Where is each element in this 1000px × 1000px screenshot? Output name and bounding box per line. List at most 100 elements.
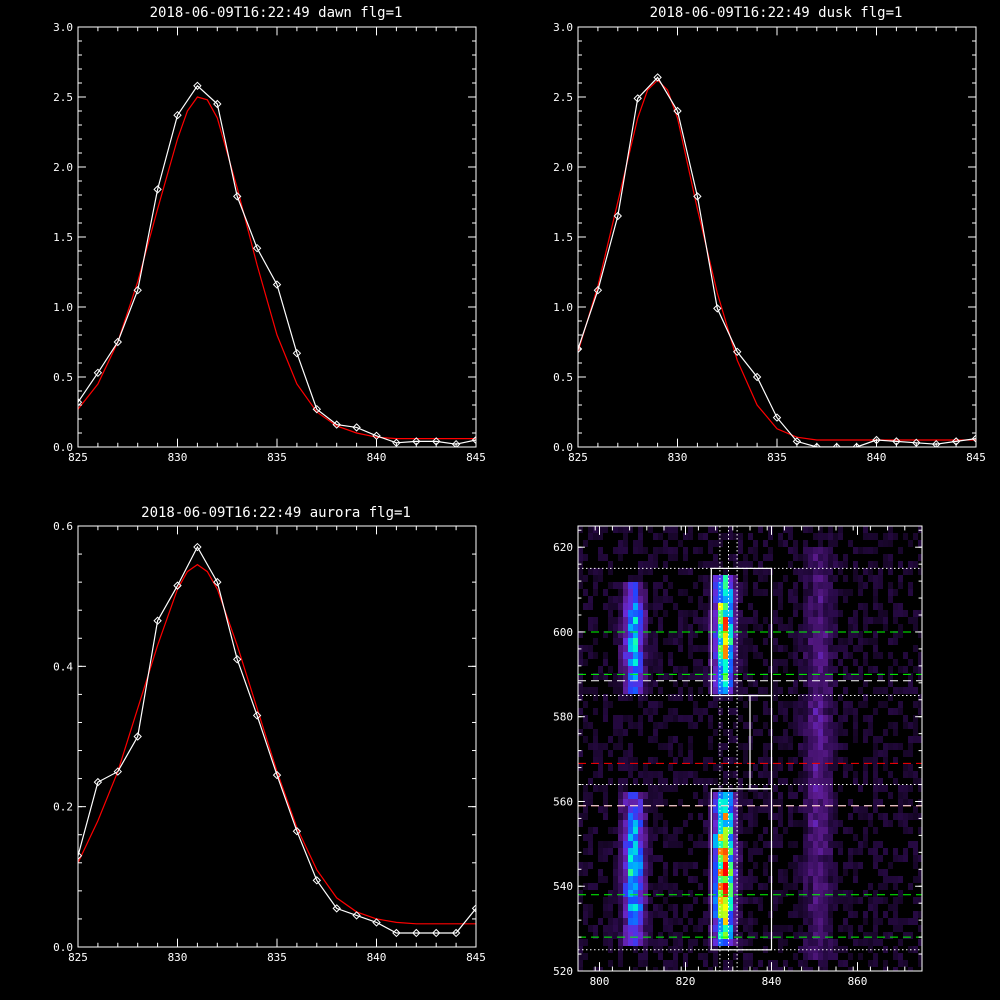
heatmap-cell xyxy=(633,582,638,589)
heatmap-cell xyxy=(868,715,873,722)
data-point xyxy=(633,94,642,103)
heatmap-cell xyxy=(783,715,788,722)
heatmap-cell xyxy=(763,638,768,645)
heatmap-cell xyxy=(623,694,628,701)
heatmap-cell xyxy=(813,876,818,883)
heatmap-cell xyxy=(918,736,922,743)
heatmap-cell xyxy=(653,799,658,806)
heatmap-cell xyxy=(628,813,633,820)
heatmap-cell xyxy=(703,897,708,904)
heatmap-cell xyxy=(673,694,678,701)
heatmap-cell xyxy=(803,771,808,778)
heatmap-cell xyxy=(808,645,813,652)
heatmap-cell xyxy=(728,533,733,540)
heatmap-cell xyxy=(828,722,833,729)
heatmap-cell xyxy=(818,680,823,687)
heatmap-cell xyxy=(673,869,678,876)
heatmap-cell xyxy=(838,946,843,953)
heatmap-cell xyxy=(633,680,638,687)
heatmap-cell xyxy=(678,631,683,638)
heatmap-cell xyxy=(898,876,903,883)
heatmap-cell xyxy=(808,708,813,715)
heatmap-cell xyxy=(638,575,643,582)
heatmap-cell xyxy=(583,603,588,610)
heatmap-cell xyxy=(903,932,908,939)
heatmap-cell xyxy=(643,792,648,799)
heatmap-cell xyxy=(678,918,683,925)
heatmap-cell xyxy=(813,925,818,932)
heatmap-cell xyxy=(648,652,653,659)
heatmap-cell xyxy=(713,652,718,659)
heatmap-cell xyxy=(733,736,738,743)
heatmap-cell xyxy=(773,610,778,617)
heatmap-cell xyxy=(848,925,853,932)
heatmap-cell xyxy=(768,841,773,848)
heatmap-cell xyxy=(918,631,922,638)
heatmap-cell xyxy=(808,526,813,533)
heatmap-cell xyxy=(803,701,808,708)
heatmap-cell xyxy=(668,708,673,715)
data-point xyxy=(832,442,841,447)
heatmap-cell xyxy=(848,932,853,939)
heatmap-cell xyxy=(598,785,603,792)
heatmap-cell xyxy=(623,645,628,652)
heatmap-cell xyxy=(618,883,623,890)
heatmap-cell xyxy=(848,813,853,820)
heatmap-cell xyxy=(833,729,838,736)
heatmap-cell xyxy=(878,813,883,820)
heatmap-cell xyxy=(813,596,818,603)
plot-area xyxy=(78,542,476,938)
heatmap-cell xyxy=(828,568,833,575)
heatmap-cell xyxy=(598,554,603,561)
heatmap-cell xyxy=(908,589,913,596)
heatmap-cell xyxy=(863,806,868,813)
heatmap-cell xyxy=(888,666,893,673)
heatmap-cell xyxy=(838,897,843,904)
heatmap-cell xyxy=(873,890,878,897)
data-line xyxy=(78,545,476,934)
heatmap-cell xyxy=(758,960,763,967)
heatmap-cell xyxy=(818,554,823,561)
heatmap-cell xyxy=(638,827,643,834)
heatmap-cell xyxy=(898,799,903,806)
heatmap-cell xyxy=(728,855,733,862)
heatmap-cell xyxy=(663,834,668,841)
heatmap-cell xyxy=(843,827,848,834)
heatmap-cell xyxy=(748,869,753,876)
heatmap-cell xyxy=(668,834,673,841)
heatmap-cell xyxy=(898,575,903,582)
heatmap-cell xyxy=(703,645,708,652)
heatmap-cell xyxy=(913,897,918,904)
heatmap-cell xyxy=(883,729,888,736)
x-tick-label: 845 xyxy=(466,951,486,964)
heatmap-cell xyxy=(858,582,863,589)
heatmap-cell xyxy=(788,589,793,596)
heatmap-cell xyxy=(628,589,633,596)
heatmap-cell xyxy=(773,897,778,904)
heatmap-cell xyxy=(748,848,753,855)
heatmap-cell xyxy=(763,932,768,939)
heatmap-cell xyxy=(818,652,823,659)
heatmap-cell xyxy=(788,624,793,631)
selection-box xyxy=(710,788,773,951)
heatmap-cell xyxy=(878,855,883,862)
heatmap-cell xyxy=(793,883,798,890)
heatmap-cell xyxy=(828,540,833,547)
heatmap-cell xyxy=(773,904,778,911)
heatmap-cell xyxy=(708,918,713,925)
heatmap-cell xyxy=(593,750,598,757)
heatmap-cell xyxy=(663,540,668,547)
heatmap-cell xyxy=(723,967,728,971)
heatmap-cell xyxy=(813,953,818,960)
heatmap-cell xyxy=(708,799,713,806)
heatmap-cell xyxy=(823,722,828,729)
heatmap-cell xyxy=(873,666,878,673)
heatmap-cell xyxy=(793,589,798,596)
heatmap-cell xyxy=(728,904,733,911)
heatmap-cell xyxy=(623,848,628,855)
heatmap-cell xyxy=(633,792,638,799)
heatmap-cell xyxy=(913,911,918,918)
heatmap-cell xyxy=(803,736,808,743)
heatmap-cell xyxy=(698,659,703,666)
heatmap-cell xyxy=(833,589,838,596)
